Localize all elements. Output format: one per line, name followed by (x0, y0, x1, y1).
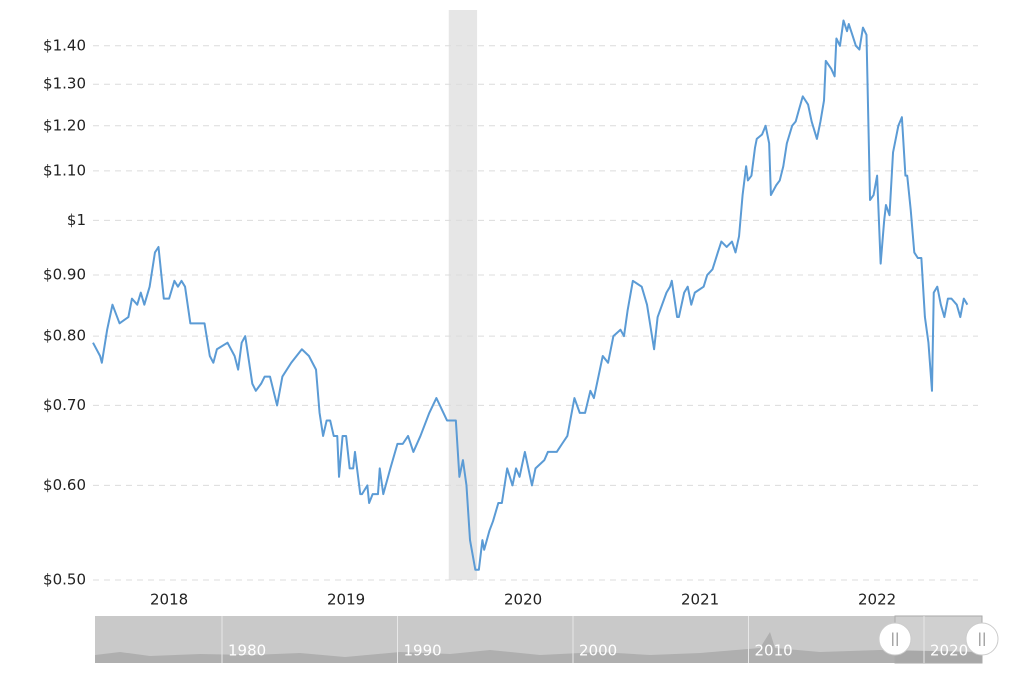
y-tick-label: $1.40 (43, 36, 86, 54)
navigator-handle[interactable] (878, 622, 912, 656)
y-tick-label: $1 (67, 211, 86, 229)
navigator-label: 1980 (228, 642, 266, 660)
y-tick-label: $0.70 (43, 396, 86, 414)
recession-band (448, 10, 478, 580)
navigator-handle[interactable] (965, 622, 999, 656)
y-tick-label: $1.10 (43, 161, 86, 179)
x-tick-label: 2018 (150, 591, 188, 609)
y-tick-label: $1.20 (43, 116, 86, 134)
y-tick-label: $0.80 (43, 327, 86, 345)
y-tick-label: $1.30 (43, 75, 86, 93)
x-tick-label: 2020 (504, 591, 542, 609)
x-tick-label: 2021 (681, 591, 719, 609)
price-line (92, 19, 969, 571)
navigator-label: 1990 (404, 642, 442, 660)
navigator-label: 2010 (755, 642, 793, 660)
navigator-handle-grip: || (978, 632, 987, 647)
navigator-mask (95, 616, 895, 663)
y-tick-label: $0.50 (43, 571, 86, 589)
plot-area: $0.50 $0.60 $0.70 $0.80 $0.90 $1 $1.10 $1.20 $1.… (43, 10, 978, 609)
y-tick-label: $0.60 (43, 476, 86, 494)
y-tick-label: $0.90 (43, 266, 86, 284)
navigator-label: 2000 (579, 642, 617, 660)
x-tick-label: 2022 (858, 591, 896, 609)
navigator-label: 2020 (930, 642, 968, 660)
navigator: 2020 2010 2000 1990 1980 || || (95, 615, 999, 664)
navigator-series (95, 632, 982, 663)
navigator-handle-grip: || (891, 632, 900, 647)
x-tick-label: 2019 (327, 591, 365, 609)
